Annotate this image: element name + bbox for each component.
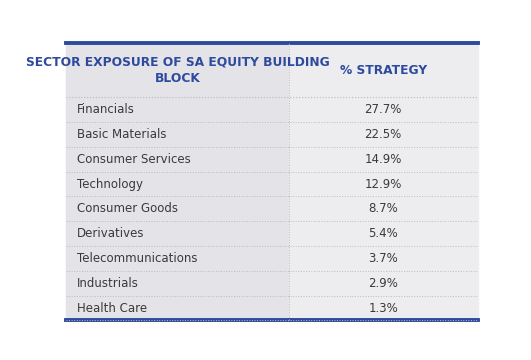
Bar	[289, 97, 478, 122]
Bar	[289, 296, 478, 320]
Bar	[66, 122, 289, 147]
Bar	[66, 147, 289, 172]
Text: Consumer Services: Consumer Services	[76, 153, 191, 166]
Bar	[66, 197, 289, 221]
Text: 12.9%: 12.9%	[365, 177, 402, 190]
Bar	[289, 122, 478, 147]
Text: 2.9%: 2.9%	[369, 277, 398, 290]
Text: 3.7%: 3.7%	[369, 252, 398, 265]
Bar	[289, 246, 478, 271]
Text: Basic Materials: Basic Materials	[76, 128, 166, 141]
Bar	[289, 172, 478, 197]
Text: Consumer Goods: Consumer Goods	[76, 202, 178, 215]
Text: Telecommunications: Telecommunications	[76, 252, 197, 265]
Bar	[289, 197, 478, 221]
Bar	[66, 246, 289, 271]
Text: 22.5%: 22.5%	[365, 128, 402, 141]
Text: % STRATEGY: % STRATEGY	[340, 64, 427, 77]
Bar	[66, 271, 289, 296]
Bar	[66, 296, 289, 320]
Bar	[66, 43, 289, 97]
Text: 5.4%: 5.4%	[369, 227, 398, 240]
Bar	[66, 172, 289, 197]
Text: 27.7%: 27.7%	[365, 103, 402, 116]
Text: 1.3%: 1.3%	[369, 302, 398, 315]
Text: Industrials: Industrials	[76, 277, 139, 290]
Bar	[66, 221, 289, 246]
Text: 14.9%: 14.9%	[365, 153, 402, 166]
Text: Technology: Technology	[76, 177, 143, 190]
Text: Derivatives: Derivatives	[76, 227, 144, 240]
Text: Financials: Financials	[76, 103, 134, 116]
Bar	[289, 147, 478, 172]
Text: 8.7%: 8.7%	[369, 202, 398, 215]
Bar	[289, 221, 478, 246]
Bar	[289, 271, 478, 296]
Text: SECTOR EXPOSURE OF SA EQUITY BUILDING
BLOCK: SECTOR EXPOSURE OF SA EQUITY BUILDING BL…	[25, 55, 329, 85]
Text: Health Care: Health Care	[76, 302, 147, 315]
Bar	[66, 97, 289, 122]
Bar	[289, 43, 478, 97]
